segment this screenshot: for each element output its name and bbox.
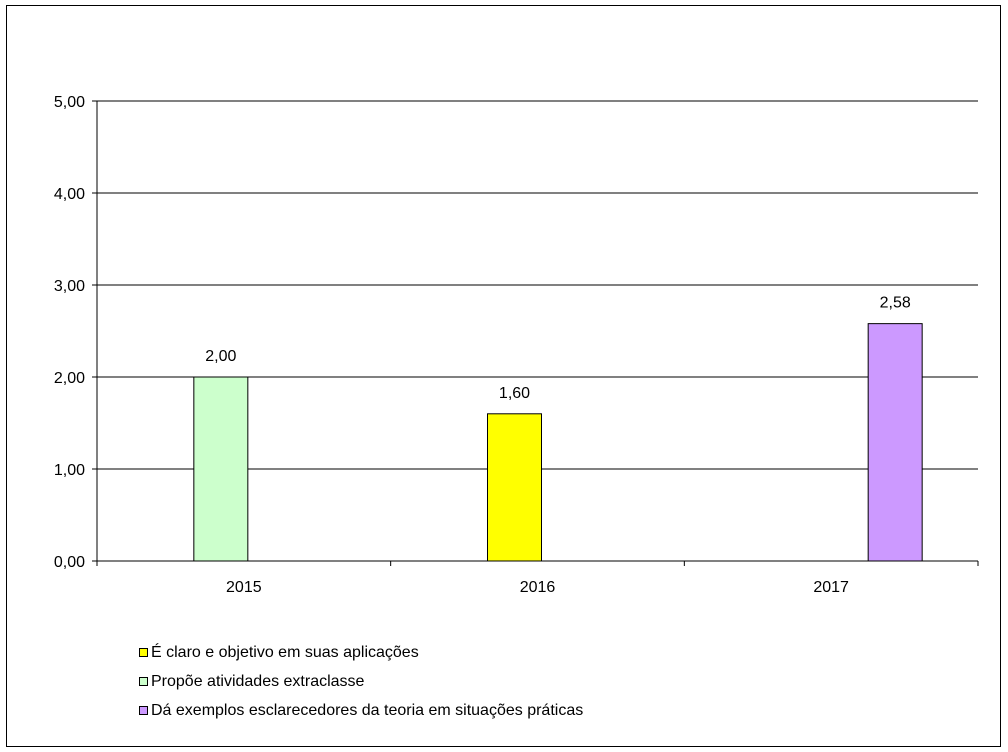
legend-item: É claro e objetivo em suas aplicações (139, 638, 583, 667)
data-label: 2,00 (205, 348, 236, 365)
data-label: 2,58 (880, 295, 911, 312)
bar (193, 376, 249, 562)
x-tick-label: 2016 (520, 579, 556, 596)
legend-label: É claro e objetivo em suas aplicações (151, 643, 419, 661)
legend-label: Dá exemplos esclarecedores da teoria em … (151, 701, 584, 719)
y-tick-label: 4,00 (54, 186, 85, 203)
bars (193, 323, 923, 562)
y-tick-label: 3,00 (54, 278, 85, 295)
x-tick-label: 2017 (813, 579, 849, 596)
y-tick-label: 5,00 (54, 94, 85, 111)
legend-swatch (139, 677, 148, 686)
bar (867, 323, 923, 562)
chart-frame (6, 5, 1001, 747)
legend-item: Dá exemplos esclarecedores da teoria em … (139, 696, 583, 725)
y-tick-label: 0,00 (54, 554, 85, 571)
x-tick-label: 2015 (226, 579, 262, 596)
y-tick-label: 2,00 (54, 370, 85, 387)
data-labels: 1,60 2,00 2,58 (205, 295, 911, 402)
legend-swatch (139, 648, 148, 657)
legend-swatch (139, 706, 148, 715)
data-label: 1,60 (499, 385, 530, 402)
bar (487, 413, 542, 562)
legend: É claro e objetivo em suas aplicações Pr… (139, 638, 583, 725)
y-tick-label: 1,00 (54, 462, 85, 479)
legend-item: Propõe atividades extraclasse (139, 667, 583, 696)
legend-label: Propõe atividades extraclasse (151, 672, 365, 690)
